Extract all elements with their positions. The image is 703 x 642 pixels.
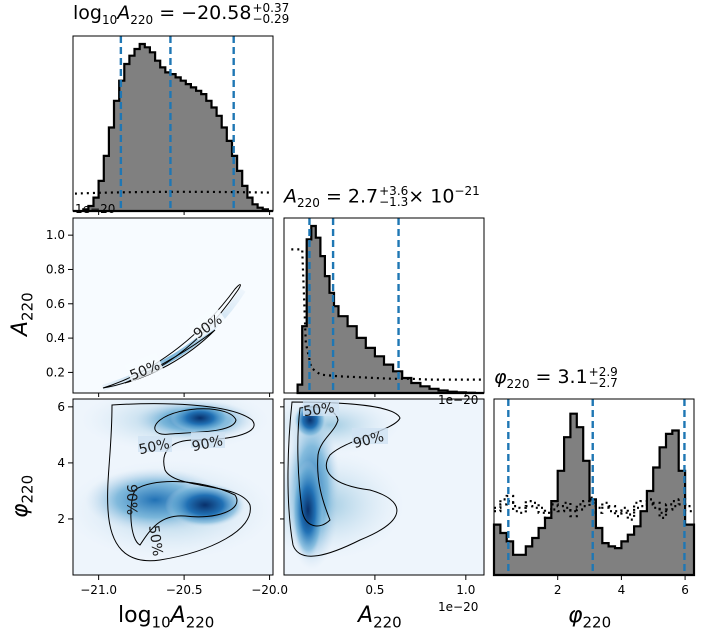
ticks-phi: 2 4 6 bbox=[554, 575, 689, 597]
contour-50-A-phi bbox=[297, 406, 339, 527]
quantile-lines-logA bbox=[119, 36, 235, 211]
title-A: A220 = 2.7 +3.6 −1.3 × 10−21 bbox=[284, 183, 480, 211]
frame-A-phi bbox=[283, 398, 485, 576]
y-ticks-A: 0.2 0.4 0.6 0.8 1.0 bbox=[46, 211, 467, 397]
y-tick-label: 0.4 bbox=[46, 331, 65, 345]
contour-label: 90% bbox=[123, 484, 139, 515]
x-tick-label: −20.5 bbox=[166, 583, 203, 597]
x-tick-label: 6 bbox=[681, 583, 689, 597]
y-axis-label-A: A220 bbox=[8, 292, 37, 336]
contour-label: 50% bbox=[302, 400, 335, 420]
y-tick-label: 0.2 bbox=[46, 365, 65, 379]
y-tick-label: 1.0 bbox=[46, 228, 65, 242]
panel-hist-phi: 2 4 6 bbox=[492, 398, 696, 597]
contour-label: 90% bbox=[191, 433, 225, 455]
quantile-lines-A bbox=[308, 218, 400, 393]
histogram-A bbox=[296, 224, 484, 395]
panel-A-phi: 50% 90% 90% 0.5 1.0 bbox=[280, 398, 485, 597]
panel-logA-phi: 50% 90% 90% 50% 2 4 6 −21.0 −20.5 −20.0 bbox=[57, 398, 288, 597]
y-axis-label-phi: φ220 bbox=[8, 474, 37, 518]
title-logA: log10A220 = −20.58 +0.37 −0.29 bbox=[73, 0, 290, 27]
x-tick-label: 0.5 bbox=[365, 583, 384, 597]
contour-50-logA-phi bbox=[130, 408, 238, 546]
prior-line-logA bbox=[74, 190, 274, 195]
contour-label: 90% bbox=[352, 429, 386, 452]
frame-hist-logA bbox=[72, 35, 274, 212]
x-axis-label-logA: log10A220 bbox=[118, 603, 215, 632]
histogram-logA bbox=[73, 42, 273, 213]
x-axis-label-phi: φ220 bbox=[568, 603, 612, 632]
x-tick-label: −21.0 bbox=[80, 583, 117, 597]
panel-hist-logA bbox=[72, 35, 274, 213]
x-tick-label: 4 bbox=[618, 583, 626, 597]
frame-logA-phi bbox=[72, 398, 274, 576]
frame-logA-A bbox=[72, 217, 274, 394]
offset-label: 1e−20 bbox=[438, 600, 479, 614]
y-tick-label: 2 bbox=[57, 512, 65, 526]
panel-logA-A: 50% 90% 0.20.40.60.81.0 bbox=[46, 211, 467, 397]
frame-hist-A bbox=[283, 217, 485, 394]
offset-label: 1e−20 bbox=[438, 393, 479, 407]
y-tick-label: 0.8 bbox=[46, 262, 65, 276]
x-tick-label: 1.0 bbox=[456, 583, 475, 597]
x-tick-label: −20.0 bbox=[251, 583, 288, 597]
y-tick-label: 6 bbox=[57, 400, 65, 414]
prior-line-phi bbox=[494, 494, 694, 516]
x-axis-label-A: A220 bbox=[358, 603, 402, 632]
contour-label: 50% bbox=[145, 524, 165, 557]
quantile-lines-phi bbox=[507, 399, 686, 575]
offset-label: 1e−20 bbox=[75, 202, 116, 216]
x-tick-label: 2 bbox=[554, 583, 562, 597]
y-tick-label: 4 bbox=[57, 456, 65, 470]
frame-hist-phi bbox=[493, 398, 695, 576]
ticks-A-phi: 0.5 1.0 bbox=[280, 406, 475, 597]
contour-90-A-phi bbox=[287, 401, 401, 557]
y-tick-label: 0.6 bbox=[46, 297, 65, 311]
panel-hist-A bbox=[283, 217, 485, 395]
histogram-phi bbox=[492, 412, 696, 577]
prior-line-A bbox=[291, 248, 484, 381]
title-phi: φ220 = 3.1 +2.9 −2.7 bbox=[494, 364, 618, 391]
ticks-logA-phi: 2 4 6 −21.0 −20.5 −20.0 bbox=[57, 400, 288, 597]
contour-label: 50% bbox=[137, 436, 171, 458]
